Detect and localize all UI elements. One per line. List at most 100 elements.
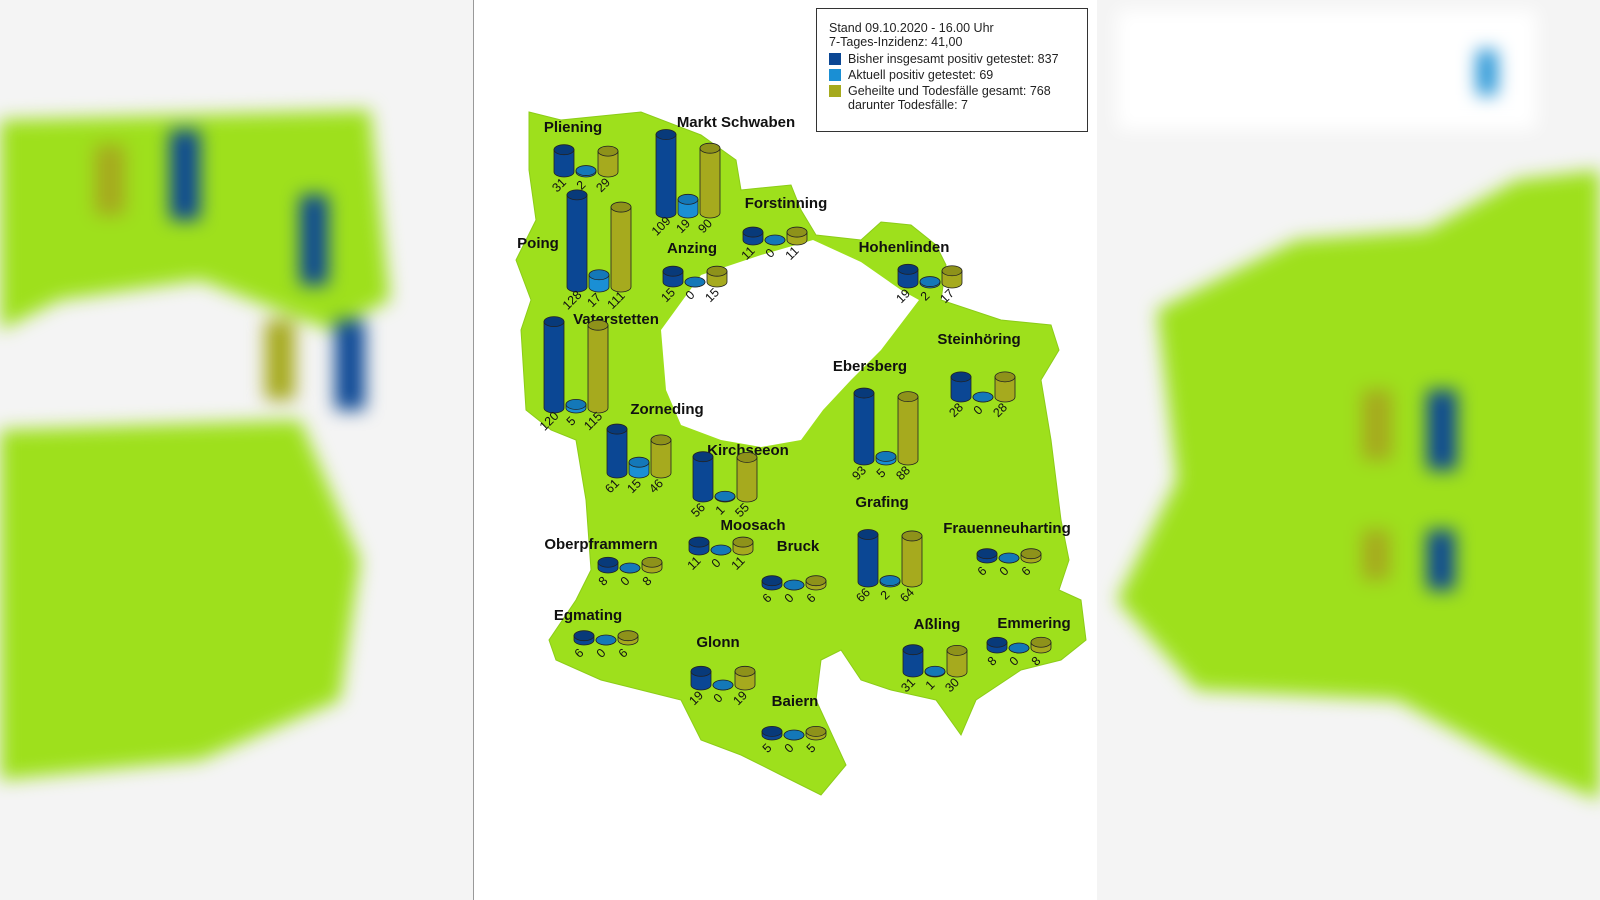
bar-recovered <box>706 265 728 288</box>
bar-current <box>972 391 994 403</box>
bar-current <box>879 575 901 588</box>
bar-recovered <box>587 319 609 414</box>
bar-recovered <box>610 201 632 293</box>
legend-label: Aktuell positiv getestet: 69 <box>848 68 994 82</box>
municipality-name: Emmering <box>997 615 1070 632</box>
bar-total <box>688 536 710 556</box>
bar-current <box>714 490 736 503</box>
bar-current <box>783 729 805 741</box>
bar-total <box>597 556 619 574</box>
municipality-name: Markt Schwaben <box>677 114 795 131</box>
bar-total <box>897 263 919 289</box>
bar-recovered <box>699 142 721 219</box>
municipality-name: Baiern <box>772 693 819 710</box>
municipality-name: Glonn <box>696 634 739 651</box>
bar-recovered <box>946 645 968 678</box>
legend: Stand 09.10.2020 - 16.00 Uhr 7-Tages-Inz… <box>816 8 1088 132</box>
bar-total <box>662 265 684 288</box>
bar-total <box>761 726 783 741</box>
bar-recovered <box>641 556 663 574</box>
municipality-name: Vaterstetten <box>573 311 659 328</box>
legend-item-total: Bisher insgesamt positiv getestet: 837 <box>829 52 1075 66</box>
bar-total <box>742 226 764 246</box>
bar-current <box>710 544 732 556</box>
legend-item-recovered: Geheilte und Todesfälle gesamt: 768 darun… <box>829 84 1075 112</box>
bar-total <box>543 316 565 414</box>
municipality-name: Pliening <box>544 119 602 136</box>
map-panel: Pliening 31 2 29 Markt Schwaben 109 19 90 Forsti… <box>473 0 1099 900</box>
bar-recovered <box>736 451 758 503</box>
municipality-name: Aßling <box>914 616 961 633</box>
municipality-name: Moosach <box>720 517 785 534</box>
bar-current <box>677 193 699 219</box>
bar-total <box>902 644 924 678</box>
bar-total <box>553 144 575 178</box>
municipality-name: Frauenneuharting <box>943 520 1071 537</box>
bar-total <box>976 548 998 564</box>
municipality-name: Kirchseeon <box>707 442 789 459</box>
municipality-name: Anzing <box>667 240 717 257</box>
bar-total <box>655 129 677 219</box>
bar-recovered <box>1020 548 1042 564</box>
bar-current <box>1008 642 1030 654</box>
bar-current <box>764 234 786 246</box>
district-area <box>515 111 1087 796</box>
bar-total <box>853 387 875 466</box>
legend-swatch <box>829 53 841 65</box>
bar-recovered <box>734 665 756 691</box>
bar-current <box>588 269 610 293</box>
legend-item-current: Aktuell positiv getestet: 69 <box>829 68 1075 82</box>
bar-recovered <box>732 536 754 556</box>
bar-recovered <box>650 434 672 479</box>
bar-recovered <box>994 371 1016 403</box>
bar-total <box>573 630 595 646</box>
bar-recovered <box>901 530 923 588</box>
excluded-area <box>661 240 919 447</box>
bar-total <box>857 529 879 588</box>
bar-current <box>684 276 706 288</box>
bar-recovered <box>786 226 808 246</box>
bar-total <box>690 665 712 691</box>
legend-swatch <box>829 69 841 81</box>
bar-recovered <box>1030 636 1052 654</box>
bar-recovered <box>597 145 619 178</box>
bar-current <box>575 165 597 178</box>
bar-total <box>606 423 628 479</box>
bar-current <box>998 552 1020 564</box>
bar-total <box>986 636 1008 654</box>
bar-current <box>565 398 587 414</box>
legend-label-sub: darunter Todesfälle: 7 <box>848 98 968 112</box>
bar-current <box>595 634 617 646</box>
legend-swatch <box>829 85 841 97</box>
municipality-name: Forstinning <box>745 195 828 212</box>
legend-incidence: 7-Tages-Inzidenz: 41,00 <box>829 35 963 49</box>
blurred-background-left <box>0 0 473 900</box>
legend-label: Geheilte und Todesfälle gesamt: 768 darun… <box>848 84 1051 112</box>
bar-current <box>628 456 650 479</box>
municipality-name: Poing <box>517 235 559 252</box>
municipality-name: Zorneding <box>630 401 703 418</box>
bar-recovered <box>897 391 919 466</box>
bar-current <box>619 562 641 574</box>
blurred-background-right <box>1097 0 1600 900</box>
bar-current <box>783 579 805 591</box>
bar-recovered <box>941 265 963 289</box>
bar-total <box>692 451 714 503</box>
bar-total <box>761 575 783 591</box>
municipality-name: Ebersberg <box>833 358 907 375</box>
bar-recovered <box>805 575 827 591</box>
legend-date: Stand 09.10.2020 - 16.00 Uhr <box>829 21 994 35</box>
municipality-name: Hohenlinden <box>859 239 950 256</box>
municipality-name: Oberpframmern <box>544 536 657 553</box>
bar-recovered <box>805 726 827 741</box>
